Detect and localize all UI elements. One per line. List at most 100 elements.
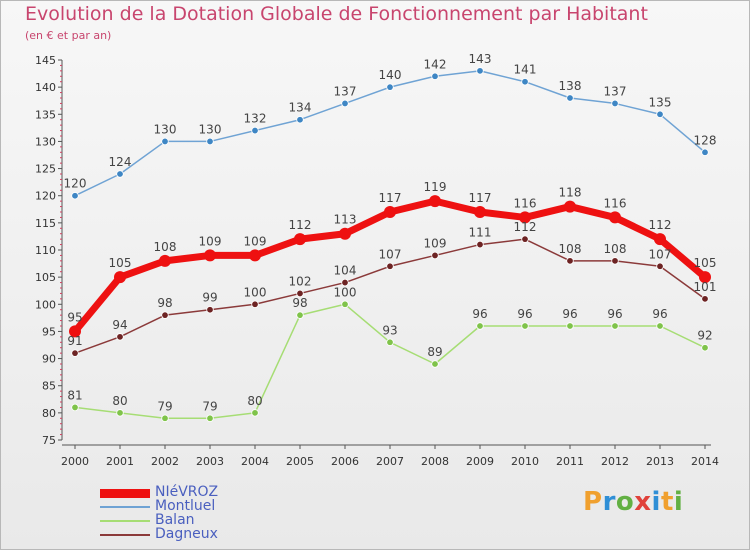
point-dagneux [161,311,169,319]
point-dagneux [296,289,304,298]
data-label-montluel: 132 [244,112,267,126]
data-label-nivroz: 118 [559,186,582,200]
data-label-balan: 93 [382,323,397,337]
data-label-dagneux: 100 [244,285,267,299]
point-montluel [386,83,394,91]
data-label-montluel: 140 [379,68,402,82]
data-label-dagneux: 111 [469,226,492,240]
y-tick-label: 120 [35,190,56,203]
data-label-montluel: 141 [514,63,537,77]
data-label-dagneux: 94 [112,318,127,332]
y-tick-label: 95 [42,325,56,338]
legend-label-nievroz: NIéVROZ [155,484,219,500]
data-label-dagneux: 109 [424,236,447,250]
data-label-montluel: 138 [559,79,582,93]
point-nivroz [69,325,81,338]
data-label-dagneux: 107 [649,247,672,261]
data-label-dagneux: 107 [379,247,402,261]
data-label-montluel: 134 [289,101,312,115]
point-balan [161,414,169,422]
point-nivroz [564,200,576,213]
legend-label-montluel: Montluel [155,498,216,514]
data-label-dagneux: 108 [559,242,582,256]
data-label-dagneux: 102 [289,274,312,288]
point-balan [476,322,484,330]
data-label-nivroz: 109 [199,234,222,248]
point-montluel [296,116,304,124]
point-nivroz [609,211,621,224]
point-dagneux [566,257,574,265]
data-label-nivroz: 113 [334,213,357,227]
point-balan [386,338,394,346]
data-label-montluel: 137 [334,84,357,98]
point-balan [566,322,574,330]
legend-swatch-nievroz [100,489,150,498]
data-label-montluel: 137 [604,84,627,98]
data-label-nivroz: 95 [67,310,82,324]
point-dagneux [701,295,709,303]
point-balan [656,322,664,330]
y-tick-label: 145 [35,54,56,67]
y-tick-label: 105 [35,271,56,284]
point-montluel [71,192,79,200]
data-label-dagneux: 98 [157,296,172,310]
x-tick-label: 2000 [61,455,89,468]
data-label-dagneux: 91 [67,334,82,348]
series-points [69,67,711,422]
point-nivroz [339,227,351,240]
axes: 75 80 85 90 95 100 105 110 115 120 125 130 135 140 145… [35,54,719,468]
data-label-balan: 92 [697,329,712,343]
point-montluel [116,170,124,178]
data-label-balan: 89 [427,345,442,359]
point-nivroz [474,206,486,218]
y-tick-label: 85 [42,380,56,393]
data-label-nivroz: 105 [694,256,717,270]
chart-title: Evolution de la Dotation Globale de Fonc… [25,3,648,25]
data-label-dagneux: 108 [604,242,627,256]
x-tick-label: 2002 [151,455,179,468]
x-tick-label: 2004 [241,455,269,468]
data-label-montluel: 135 [649,95,672,109]
point-balan [521,322,529,330]
point-montluel [476,67,484,75]
point-montluel [161,137,169,146]
y-tick-label: 100 [35,298,56,311]
data-label-nivroz: 117 [469,191,492,205]
point-dagneux [116,333,124,341]
data-label-nivroz: 116 [514,196,537,210]
legend-swatch-balan [100,520,150,522]
data-label-montluel: 143 [469,52,492,66]
point-balan [701,344,709,352]
point-balan [431,360,439,368]
point-dagneux [206,306,214,314]
data-label-balan: 96 [652,307,667,321]
y-tick-label: 90 [42,353,56,366]
point-nivroz [519,211,531,224]
data-label-dagneux: 112 [514,220,537,234]
x-tick-label: 2011 [556,455,584,468]
point-dagneux [431,251,439,260]
point-nivroz [294,233,306,246]
point-balan [296,311,304,319]
point-dagneux [476,240,484,249]
data-label-balan: 100 [334,285,357,299]
data-label-balan: 80 [247,394,262,408]
y-tick-label: 115 [35,217,56,230]
point-nivroz [699,271,711,284]
x-tick-label: 2014 [691,455,719,468]
x-tick-label: 2012 [601,455,629,468]
point-dagneux [341,278,349,287]
y-tick-label: 110 [35,244,56,257]
data-label-montluel: 128 [694,133,717,147]
data-label-montluel: 120 [64,177,87,191]
y-tick-label: 130 [35,135,56,148]
point-montluel [251,126,259,135]
point-montluel [656,110,664,118]
point-dagneux [251,300,259,308]
data-label-nivroz: 108 [154,240,177,254]
data-label-dagneux: 99 [202,291,217,305]
point-nivroz [429,195,441,208]
data-label-dagneux: 104 [334,264,357,278]
x-tick-label: 2003 [196,455,224,468]
